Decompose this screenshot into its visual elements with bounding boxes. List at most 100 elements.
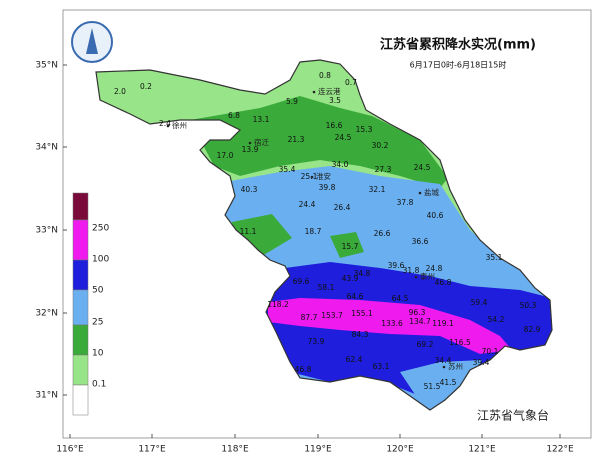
station-value: 26.6 bbox=[374, 229, 391, 238]
field-light-blue bbox=[400, 360, 482, 406]
station-value: 25.1 bbox=[301, 172, 318, 181]
station-value: 15.7 bbox=[342, 242, 359, 251]
station-value: 16.6 bbox=[326, 121, 343, 130]
footer: 江苏省气象台 bbox=[477, 408, 549, 423]
legend-swatch bbox=[72, 324, 89, 356]
lat-label: 31°N bbox=[35, 391, 58, 401]
lat-label: 34°N bbox=[35, 143, 58, 153]
city-dot bbox=[310, 175, 314, 179]
legend-swatch bbox=[72, 289, 89, 326]
station-value: 96.3 bbox=[409, 308, 426, 317]
city-name: 连云港 bbox=[318, 86, 341, 96]
subtitle: 6月17日0时-6月18日15时 bbox=[410, 60, 507, 70]
station-value: 39.8 bbox=[319, 183, 336, 192]
station-value: 50.3 bbox=[520, 301, 537, 310]
station-value: 87.7 bbox=[301, 313, 318, 322]
station-value: 54.2 bbox=[488, 315, 505, 324]
station-value: 64.5 bbox=[392, 294, 409, 303]
station-value: 118.2 bbox=[267, 300, 289, 309]
station-value: 5.9 bbox=[286, 97, 298, 106]
city-dot bbox=[442, 365, 446, 369]
station-value: 34.8 bbox=[354, 269, 371, 278]
station-value: 84.3 bbox=[352, 330, 369, 339]
station-value: 0.8 bbox=[319, 71, 331, 80]
station-value: 36.6 bbox=[412, 237, 429, 246]
station-value: 134.7 bbox=[409, 317, 431, 326]
legend-label: 100 bbox=[92, 255, 109, 265]
legend-swatch bbox=[72, 192, 89, 221]
station-value: 82.9 bbox=[524, 325, 541, 334]
city-name: 淮安 bbox=[316, 171, 331, 181]
station-value: 41.5 bbox=[440, 378, 457, 387]
city-dot bbox=[248, 141, 252, 145]
station-value: 27.3 bbox=[375, 165, 392, 174]
city-dot bbox=[166, 124, 170, 128]
station-value: 40.3 bbox=[241, 185, 258, 194]
station-value: 2.0 bbox=[114, 87, 126, 96]
legend-label: 250 bbox=[92, 224, 109, 234]
station-value: 58.1 bbox=[318, 283, 335, 292]
station-value: 46.8 bbox=[295, 365, 312, 374]
legend-swatch bbox=[72, 219, 89, 261]
frame bbox=[62, 9, 592, 439]
station-value: 26.4 bbox=[334, 203, 351, 212]
legend-label: 10 bbox=[92, 349, 104, 359]
field-magenta bbox=[268, 298, 512, 354]
station-value: 70.1 bbox=[482, 347, 499, 356]
station-value: 24.5 bbox=[335, 133, 352, 142]
station-value: 119.1 bbox=[432, 319, 454, 328]
station-value: 153.7 bbox=[321, 311, 343, 320]
station-value: 21.3 bbox=[288, 135, 305, 144]
station-value: 116.5 bbox=[449, 338, 471, 347]
station-value: 46.8 bbox=[435, 278, 452, 287]
legend-swatch bbox=[72, 354, 89, 386]
station-value: 35.1 bbox=[486, 253, 503, 262]
rain-fields bbox=[96, 60, 552, 410]
lon-label: 116°E bbox=[56, 445, 84, 455]
lon-label: 117°E bbox=[138, 445, 166, 455]
legend-swatch bbox=[72, 384, 89, 416]
legend-label: 0.1 bbox=[92, 380, 106, 390]
station-value: 32.1 bbox=[369, 185, 386, 194]
city-dot bbox=[418, 191, 422, 195]
station-value: 0.2 bbox=[140, 82, 152, 91]
station-value: 63.1 bbox=[373, 362, 390, 371]
city-name: 盐城 bbox=[424, 187, 439, 197]
legend-label: 50 bbox=[92, 286, 104, 296]
station-value: 24.5 bbox=[414, 163, 431, 172]
legend-swatch bbox=[72, 259, 89, 291]
station-value: 24.8 bbox=[426, 264, 443, 273]
station-value: 0.7 bbox=[345, 78, 357, 87]
station-value: 40.6 bbox=[427, 211, 444, 220]
field-green bbox=[330, 232, 364, 258]
station-value: 37.8 bbox=[397, 198, 414, 207]
station-value: 24.4 bbox=[299, 200, 316, 209]
lon-label: 118°E bbox=[221, 445, 249, 455]
station-value: 51.5 bbox=[424, 382, 441, 391]
station-value: 15.3 bbox=[356, 125, 373, 134]
station-value: 155.1 bbox=[351, 309, 373, 318]
city-dot bbox=[312, 90, 316, 94]
station-value: 6.8 bbox=[228, 111, 240, 120]
lat-label: 35°N bbox=[35, 61, 58, 71]
lon-label: 122°E bbox=[546, 445, 574, 455]
lon-label: 119°E bbox=[304, 445, 332, 455]
station-value: 31.8 bbox=[403, 266, 420, 275]
station-value: 13.9 bbox=[242, 145, 259, 154]
station-value: 69.2 bbox=[417, 340, 434, 349]
logo-mark bbox=[86, 28, 98, 54]
station-value: 73.9 bbox=[308, 337, 325, 346]
lat-label: 33°N bbox=[35, 226, 58, 236]
station-value: 18.7 bbox=[305, 227, 322, 236]
legend-label: 25 bbox=[92, 318, 103, 328]
lon-label: 120°E bbox=[386, 445, 414, 455]
station-value: 59.4 bbox=[471, 298, 488, 307]
station-value: 17.0 bbox=[217, 151, 234, 160]
city-name: 徐州 bbox=[172, 120, 187, 130]
station-value: 43.9 bbox=[342, 274, 359, 283]
city-name: 宿迁 bbox=[254, 137, 269, 147]
station-value: 34.0 bbox=[332, 160, 349, 169]
station-value: 39.6 bbox=[388, 261, 405, 270]
station-value: 2.4 bbox=[159, 119, 171, 128]
